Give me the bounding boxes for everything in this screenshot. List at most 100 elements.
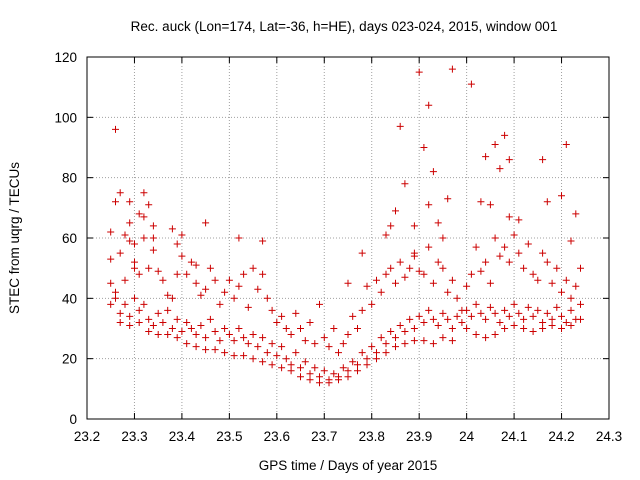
data-point [126, 219, 134, 227]
data-point [406, 315, 414, 323]
data-point [301, 358, 309, 366]
data-point [520, 325, 528, 332]
data-point [116, 189, 124, 197]
data-point [259, 334, 267, 342]
data-point [477, 267, 485, 275]
data-point [240, 352, 248, 360]
data-point [429, 279, 437, 287]
data-point [240, 334, 248, 342]
data-point [344, 331, 352, 338]
data-point [373, 276, 380, 284]
data-point [429, 315, 437, 323]
data-point [396, 258, 404, 266]
y-tick-label: 0 [69, 412, 77, 427]
data-point [482, 153, 490, 161]
data-point [168, 225, 176, 233]
data-point [335, 376, 342, 384]
data-point [173, 270, 181, 278]
x-tick-label: 24.2 [548, 429, 574, 444]
data-point [505, 258, 513, 266]
data-point [567, 237, 575, 245]
data-point [558, 288, 565, 296]
data-point [515, 216, 523, 224]
data-point [121, 276, 129, 284]
data-point [444, 288, 452, 296]
y-tick-label: 20 [62, 352, 77, 367]
data-point [183, 319, 191, 326]
data-point [429, 340, 437, 348]
data-point [453, 312, 461, 320]
data-point [529, 328, 537, 335]
data-point [472, 243, 480, 251]
data-point [548, 279, 556, 287]
data-point [344, 367, 352, 375]
data-point [501, 325, 509, 332]
data-point [254, 285, 262, 293]
y-axis-label: STEC from uqrg / TECUs [7, 162, 22, 314]
data-point [439, 309, 447, 317]
data-point [567, 306, 575, 314]
data-point [202, 219, 210, 227]
data-point [382, 349, 390, 357]
y-tick-label: 100 [54, 110, 77, 125]
data-point [240, 270, 248, 278]
data-point [420, 337, 428, 345]
x-tick-label: 23.4 [169, 429, 196, 444]
data-point [368, 300, 376, 308]
data-point [173, 315, 181, 323]
data-point [131, 240, 138, 248]
data-point [140, 234, 148, 242]
data-point [425, 101, 433, 109]
data-point [344, 373, 352, 381]
data-point [197, 291, 205, 299]
data-point [140, 213, 148, 221]
data-point [534, 276, 542, 284]
data-point [211, 276, 219, 284]
data-point [316, 379, 323, 387]
data-point [425, 243, 433, 251]
data-point [539, 156, 547, 164]
data-point [297, 364, 304, 372]
data-point [173, 240, 181, 248]
data-point [467, 80, 475, 88]
data-point [112, 125, 119, 133]
data-point [486, 201, 494, 209]
data-point [439, 264, 447, 272]
data-point [543, 309, 551, 317]
data-point [225, 276, 233, 284]
x-tick-label: 24.1 [501, 429, 527, 444]
data-point [249, 331, 257, 338]
x-axis-ticks: 23.2 23.3 23.4 23.5 23.6 23.7 23.8 23.9 24 24.1 24… [74, 57, 622, 444]
data-point [206, 264, 214, 272]
data-point [501, 131, 509, 139]
data-point [154, 331, 162, 338]
data-point [392, 334, 399, 342]
data-point [415, 68, 423, 76]
data-point [472, 300, 480, 308]
data-point [463, 282, 471, 290]
data-point [235, 234, 243, 242]
data-point [420, 144, 428, 151]
data-point [553, 264, 561, 272]
data-point [482, 258, 490, 266]
data-point [472, 331, 480, 338]
data-point [396, 122, 404, 130]
data-point [496, 252, 504, 260]
y-tick-label: 40 [62, 291, 77, 306]
data-point [482, 315, 490, 323]
data-point [192, 261, 200, 269]
y-tick-label: 60 [62, 231, 77, 246]
data-point [558, 192, 565, 200]
data-point [562, 141, 570, 148]
data-point [482, 334, 490, 342]
data-point [477, 309, 485, 317]
data-point [496, 319, 504, 326]
data-point [567, 322, 575, 329]
data-point [548, 315, 556, 323]
data-point [491, 234, 499, 242]
data-point [145, 315, 153, 323]
data-point [363, 282, 371, 290]
data-point [577, 315, 584, 323]
data-point [501, 306, 509, 314]
data-point [178, 328, 186, 335]
